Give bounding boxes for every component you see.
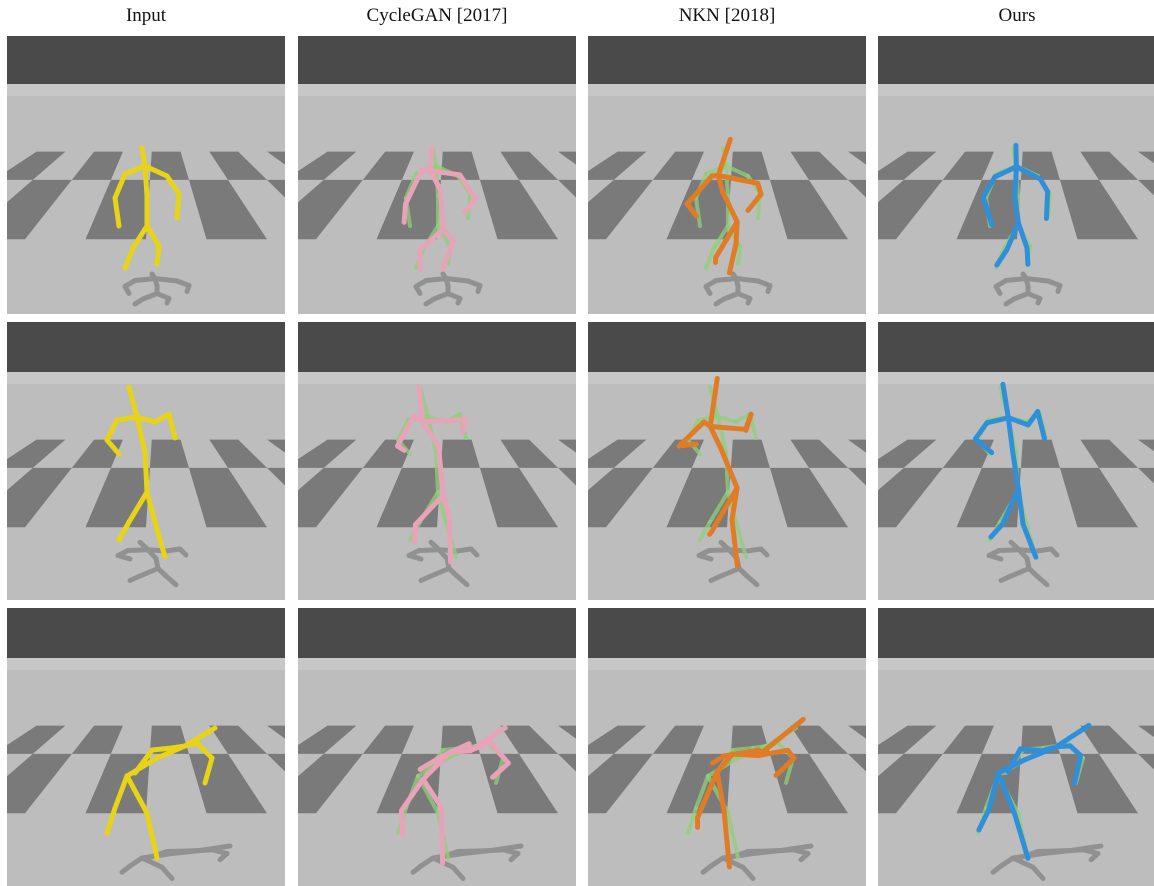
- sky-backdrop: [588, 322, 866, 372]
- render-scene: [588, 608, 866, 886]
- render-scene: [7, 608, 285, 886]
- panel-ours-row-2: [878, 322, 1154, 600]
- sky-backdrop: [878, 608, 1154, 658]
- sky-backdrop: [588, 608, 866, 658]
- panel-input-row-1: [7, 36, 285, 314]
- column-title-nkn: NKN [2018]: [588, 3, 866, 29]
- column-title-input: Input: [7, 3, 285, 29]
- panel-cyclegan-row-3: [298, 608, 576, 886]
- panel-nkn-row-1: [588, 36, 866, 314]
- panel-input-row-3: [7, 608, 285, 886]
- sky-backdrop: [588, 36, 866, 84]
- render-scene: [878, 36, 1154, 314]
- render-scene: [298, 322, 576, 600]
- panel-ours-row-3: [878, 608, 1154, 886]
- panel-cyclegan-row-1: [298, 36, 576, 314]
- render-scene: [7, 322, 285, 600]
- sky-backdrop: [298, 322, 576, 372]
- render-scene: [588, 322, 866, 600]
- render-scene: [298, 36, 576, 314]
- render-scene: [298, 608, 576, 886]
- sky-backdrop: [298, 608, 576, 658]
- sky-backdrop: [298, 36, 576, 84]
- panel-nkn-row-2: [588, 322, 866, 600]
- panel-nkn-row-3: [588, 608, 866, 886]
- panel-cyclegan-row-2: [298, 322, 576, 600]
- sky-backdrop: [7, 322, 285, 372]
- sky-backdrop: [7, 36, 285, 84]
- panel-ours-row-1: [878, 36, 1154, 314]
- render-scene: [588, 36, 866, 314]
- panel-input-row-2: [7, 322, 285, 600]
- render-scene: [7, 36, 285, 314]
- sky-backdrop: [878, 322, 1154, 372]
- sky-backdrop: [878, 36, 1154, 84]
- column-title-ours: Ours: [878, 3, 1154, 29]
- column-title-cyclegan: CycleGAN [2017]: [298, 3, 576, 29]
- sky-backdrop: [7, 608, 285, 658]
- render-scene: [878, 322, 1154, 600]
- render-scene: [878, 608, 1154, 886]
